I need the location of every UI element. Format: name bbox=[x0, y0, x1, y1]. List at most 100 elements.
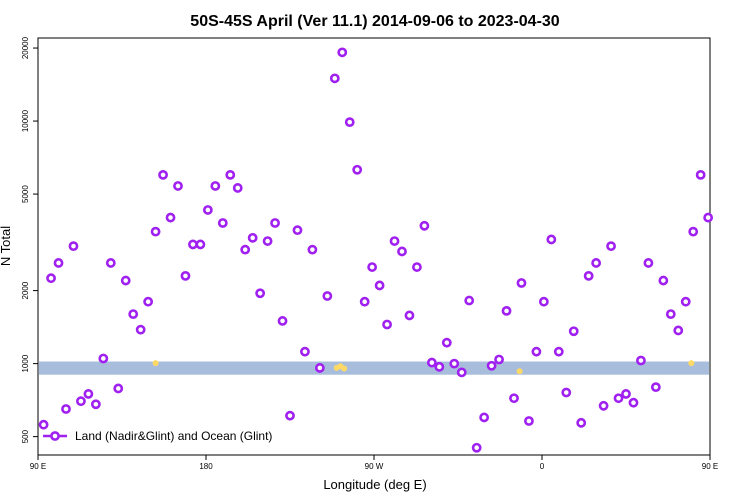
data-point bbox=[703, 212, 714, 223]
data-point bbox=[538, 296, 549, 307]
data-point bbox=[553, 346, 564, 357]
y-tick-label: 2000 bbox=[21, 281, 30, 299]
data-point bbox=[195, 239, 206, 250]
data-point bbox=[128, 309, 139, 320]
data-point bbox=[374, 280, 385, 291]
x-tick-label: 0 bbox=[540, 462, 545, 471]
data-point bbox=[314, 363, 325, 373]
chart-title: 50S-45S April (Ver 11.1) 2014-09-06 to 2… bbox=[190, 13, 560, 30]
legend-marker bbox=[50, 431, 60, 441]
data-point bbox=[292, 225, 303, 236]
data-point bbox=[397, 246, 407, 257]
data-point bbox=[337, 47, 348, 58]
data-point bbox=[262, 236, 273, 246]
data-point bbox=[270, 218, 280, 228]
data-point bbox=[382, 319, 392, 330]
data-point bbox=[225, 169, 236, 180]
data-point bbox=[658, 275, 669, 286]
data-point bbox=[583, 270, 594, 281]
y-tick-label: 500 bbox=[21, 429, 30, 443]
data-point bbox=[90, 399, 101, 410]
data-point bbox=[568, 326, 579, 337]
data-point bbox=[367, 262, 378, 272]
data-point bbox=[359, 296, 370, 307]
data-point bbox=[494, 354, 504, 365]
data-point bbox=[300, 346, 310, 357]
legend: Land (Nadir&Glint) and Ocean (Glint) bbox=[43, 429, 272, 443]
data-point bbox=[240, 244, 251, 255]
data-point bbox=[120, 275, 131, 286]
data-point bbox=[501, 305, 512, 316]
data-point bbox=[643, 258, 654, 268]
x-tick-label: 90 E bbox=[702, 462, 718, 471]
data-point bbox=[516, 278, 527, 288]
legend-label: Land (Nadir&Glint) and Ocean (Glint) bbox=[75, 429, 272, 443]
data-point bbox=[61, 404, 71, 414]
data-point bbox=[546, 234, 557, 245]
y-tick-label: 5000 bbox=[21, 185, 30, 203]
data-points bbox=[38, 47, 714, 453]
data-point bbox=[688, 226, 699, 237]
data-point bbox=[143, 296, 154, 307]
data-point bbox=[83, 389, 94, 399]
data-point bbox=[188, 239, 198, 250]
highlight-marker bbox=[516, 368, 523, 375]
data-point bbox=[46, 273, 56, 284]
data-point bbox=[98, 353, 109, 364]
data-point bbox=[680, 296, 691, 307]
reference-band bbox=[39, 361, 709, 375]
data-point bbox=[352, 164, 363, 175]
highlight-marker bbox=[341, 365, 348, 372]
data-point bbox=[322, 291, 333, 301]
data-point bbox=[68, 241, 79, 252]
data-point bbox=[636, 355, 646, 366]
data-point bbox=[232, 183, 243, 193]
data-point bbox=[561, 387, 572, 398]
data-point bbox=[202, 205, 213, 215]
data-point bbox=[165, 212, 176, 223]
data-point bbox=[464, 295, 475, 306]
data-point bbox=[404, 310, 415, 321]
data-point bbox=[255, 288, 266, 299]
data-point bbox=[606, 241, 616, 252]
data-point bbox=[277, 316, 288, 326]
data-point bbox=[329, 73, 340, 84]
data-point bbox=[486, 360, 497, 371]
data-point bbox=[441, 337, 452, 348]
x-axis-label: Longitude (deg E) bbox=[323, 477, 426, 492]
data-point bbox=[158, 169, 168, 180]
data-point bbox=[180, 270, 191, 281]
data-point bbox=[591, 258, 602, 268]
data-point bbox=[247, 232, 258, 243]
data-point bbox=[150, 226, 161, 237]
y-tick-label: 1000 bbox=[21, 354, 30, 372]
data-point bbox=[531, 346, 542, 357]
y-axis-label: N Total bbox=[0, 226, 13, 266]
data-point bbox=[471, 442, 482, 453]
data-point bbox=[135, 324, 146, 335]
y-tick-label: 20000 bbox=[21, 36, 30, 59]
data-point bbox=[210, 181, 221, 191]
data-point bbox=[419, 220, 430, 231]
data-point bbox=[434, 361, 445, 372]
data-point bbox=[613, 393, 624, 404]
data-point bbox=[650, 382, 661, 393]
data-point bbox=[217, 218, 228, 228]
data-point bbox=[105, 258, 116, 268]
highlight-marker bbox=[152, 360, 159, 367]
data-point bbox=[307, 244, 318, 255]
data-point bbox=[38, 419, 49, 430]
y-tick-label: 10000 bbox=[21, 109, 30, 132]
y-axis-ticks: 500 1000 2000 5000 10000 20000 bbox=[21, 36, 38, 443]
x-axis-ticks: 90 E 180 90 W 0 90 E bbox=[30, 455, 718, 471]
data-point bbox=[509, 393, 519, 404]
data-point bbox=[449, 358, 460, 369]
data-point bbox=[673, 325, 684, 336]
x-tick-label: 180 bbox=[199, 462, 213, 471]
highlight-marker bbox=[688, 360, 695, 367]
data-point bbox=[173, 181, 183, 191]
data-point bbox=[113, 383, 124, 394]
x-tick-label: 90 E bbox=[30, 462, 46, 471]
data-point bbox=[621, 389, 631, 399]
